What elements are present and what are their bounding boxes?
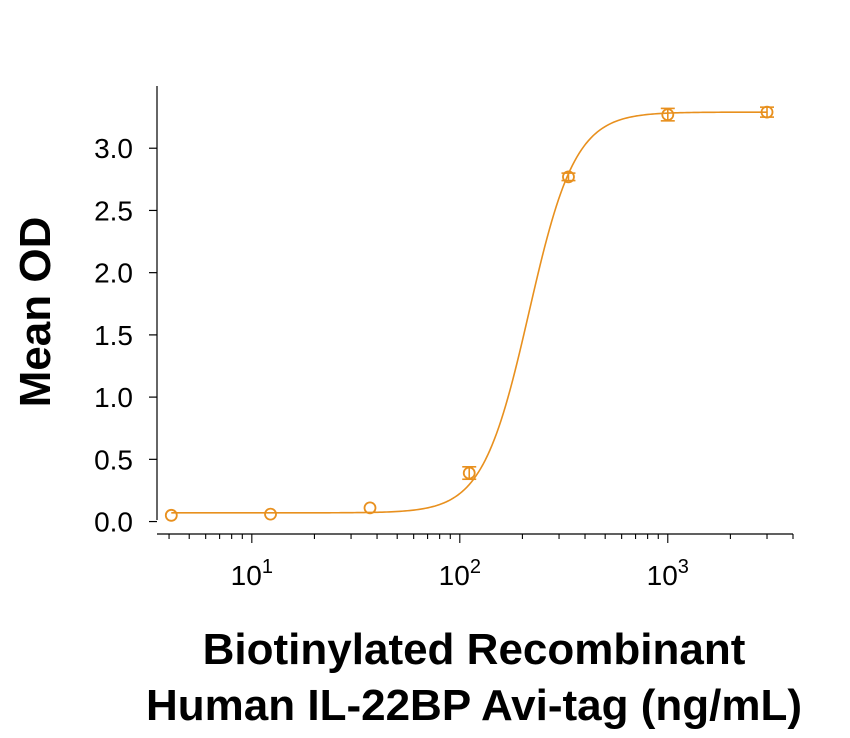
y-tick-label: 1.5 (94, 320, 133, 351)
x-tick-label: 101 (231, 556, 273, 591)
data-point (760, 105, 774, 119)
data-points-layer (164, 105, 775, 522)
y-tick-label: 3.0 (94, 133, 133, 164)
axes (156, 86, 793, 535)
x-tick-label: 102 (439, 556, 481, 591)
y-axis-ticks: 0.0 0.5 1.0 1.5 2.0 2.5 3.0 (94, 133, 157, 538)
y-tick-label: 2.0 (94, 258, 133, 289)
fit-curve (171, 111, 768, 514)
fit-curve-layer (171, 111, 768, 514)
data-point (462, 466, 476, 480)
y-tick-label: 0.0 (94, 507, 133, 538)
y-tick-label: 0.5 (94, 444, 133, 475)
data-point (363, 501, 377, 515)
x-axis-ticks: 101 102 103 (168, 534, 794, 591)
data-point (661, 108, 675, 122)
y-tick-label: 1.0 (94, 382, 133, 413)
x-tick-label: 103 (647, 556, 689, 591)
y-axis-title: Mean OD (11, 217, 60, 408)
data-point (164, 508, 178, 522)
x-axis-title-line-1: Biotinylated Recombinant (203, 625, 746, 674)
x-axis-title-line-2: Human IL-22BP Avi-tag (ng/mL) (146, 681, 802, 730)
y-tick-label: 2.5 (94, 195, 133, 226)
data-point (264, 507, 277, 521)
data-point (562, 170, 575, 184)
